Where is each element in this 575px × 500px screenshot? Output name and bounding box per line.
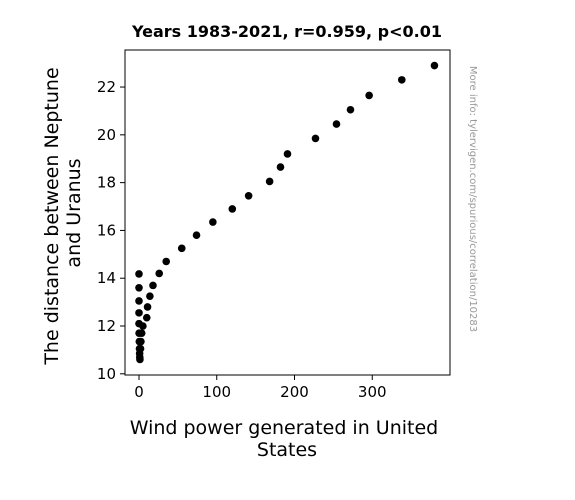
- x-tick-label: 300: [358, 383, 387, 401]
- data-points: [135, 61, 439, 364]
- data-point: [135, 283, 143, 292]
- y-tick-label: 12: [97, 317, 116, 335]
- data-point: [228, 205, 237, 213]
- data-point: [137, 329, 146, 337]
- data-point: [136, 344, 145, 353]
- x-axis-label-line-2: States: [257, 439, 317, 461]
- data-point: [332, 120, 341, 128]
- x-tick-label: 200: [280, 383, 309, 401]
- data-point: [244, 191, 253, 200]
- data-point: [276, 163, 285, 171]
- data-point: [430, 61, 439, 70]
- chart-title: Years 1983-2021, r=0.959, p<0.01: [131, 22, 442, 41]
- y-tick-label: 14: [97, 269, 116, 287]
- data-point: [146, 292, 154, 300]
- y-tick-label: 20: [97, 126, 116, 144]
- y-axis-label-line-2: and Uranus: [63, 158, 85, 267]
- data-point: [135, 270, 143, 278]
- data-point: [143, 303, 152, 311]
- plot-area: [124, 49, 451, 376]
- data-point: [142, 313, 151, 322]
- data-point: [283, 150, 292, 158]
- y-tick-label: 18: [97, 174, 116, 192]
- data-point: [192, 231, 201, 240]
- data-point: [139, 322, 147, 330]
- x-axis-label-line-1: Wind power generated in United: [130, 417, 439, 439]
- y-tick-label: 22: [97, 78, 116, 96]
- y-tick-label: 16: [97, 221, 116, 239]
- y-axis-label: The distance between Neptune and Uranus: [41, 61, 85, 365]
- data-point: [155, 269, 164, 278]
- data-point: [346, 105, 355, 114]
- y-axis-label-line-1: The distance between Neptune: [41, 67, 63, 365]
- data-point: [137, 337, 145, 346]
- y-tick-label: 10: [97, 365, 116, 383]
- data-point: [209, 218, 217, 226]
- x-axis-label: Wind power generated in United States: [130, 417, 445, 461]
- data-point: [365, 91, 373, 100]
- watermark-text: More info: tylervigen.com/spurious/corre…: [467, 66, 478, 332]
- data-point: [162, 257, 171, 266]
- x-tick-label: 0: [134, 383, 144, 401]
- data-point: [177, 244, 186, 253]
- data-point: [265, 177, 274, 186]
- x-axis-ticks: 0 100 200 300: [134, 375, 387, 401]
- data-point: [397, 76, 406, 84]
- data-point: [135, 297, 143, 305]
- x-tick-label: 100: [202, 383, 231, 401]
- data-point: [136, 355, 144, 364]
- data-point: [149, 281, 157, 290]
- data-point: [311, 134, 320, 143]
- data-point: [135, 309, 143, 317]
- y-axis-ticks: 10 12 14 16 18 20 22: [97, 78, 125, 383]
